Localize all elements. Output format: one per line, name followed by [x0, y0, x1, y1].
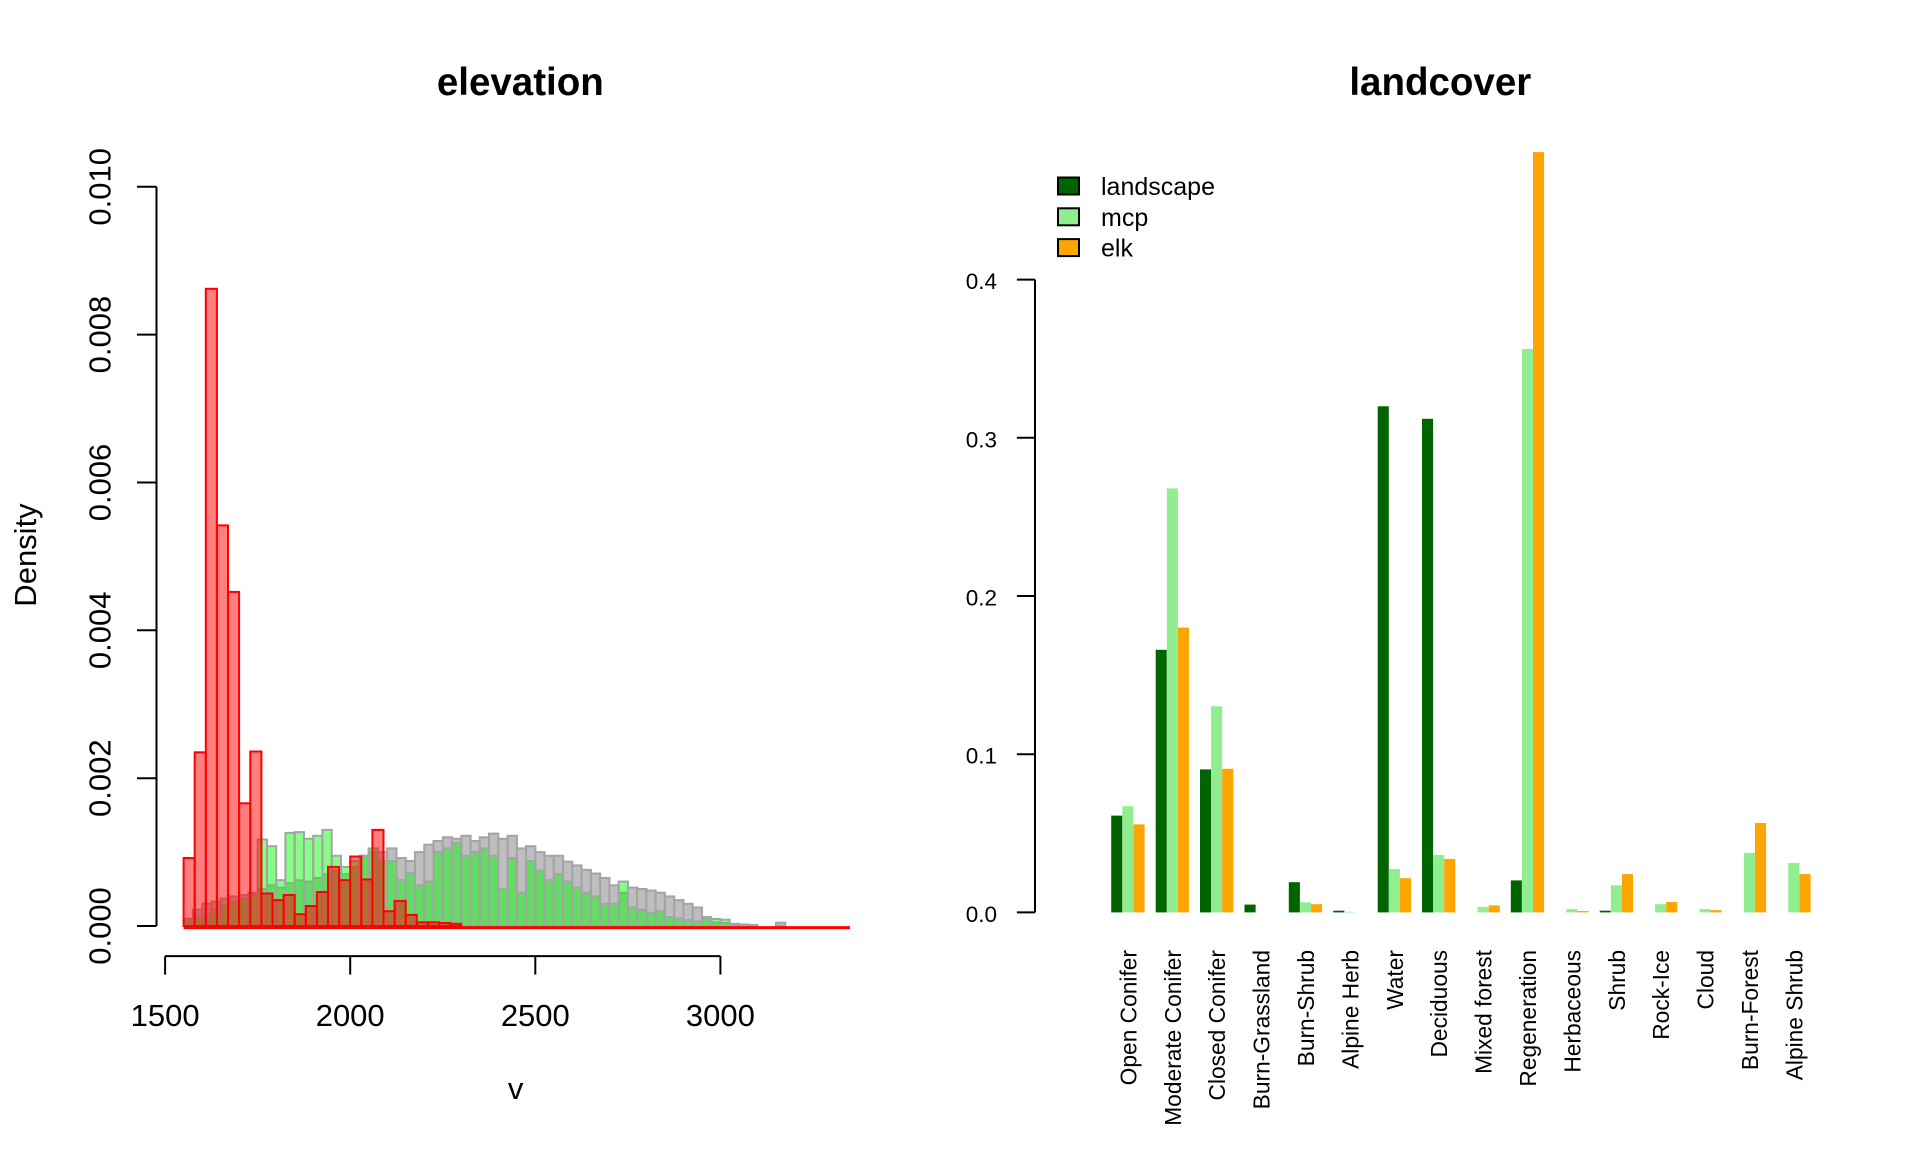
svg-text:0.006: 0.006: [83, 444, 118, 522]
svg-text:2000: 2000: [316, 998, 385, 1033]
svg-text:0.2: 0.2: [966, 586, 997, 611]
svg-text:Mixed forest: Mixed forest: [1471, 949, 1497, 1074]
svg-text:0.004: 0.004: [83, 592, 118, 670]
svg-text:0.1: 0.1: [966, 744, 997, 769]
svg-text:Burn-Shrub: Burn-Shrub: [1293, 950, 1319, 1066]
svg-text:Alpine Herb: Alpine Herb: [1337, 950, 1363, 1069]
svg-text:Cloud: Cloud: [1693, 950, 1719, 1009]
svg-text:Herbaceous: Herbaceous: [1559, 950, 1585, 1073]
svg-text:0.3: 0.3: [966, 427, 997, 452]
svg-text:v: v: [508, 1071, 524, 1106]
svg-text:3000: 3000: [686, 998, 755, 1033]
svg-text:Moderate Conifer: Moderate Conifer: [1160, 950, 1186, 1126]
svg-text:Regeneration: Regeneration: [1515, 950, 1541, 1087]
svg-text:Alpine Shrub: Alpine Shrub: [1781, 950, 1807, 1080]
svg-text:0.0: 0.0: [966, 902, 997, 927]
svg-text:0.002: 0.002: [83, 739, 118, 817]
svg-text:1500: 1500: [131, 998, 200, 1033]
svg-text:0.4: 0.4: [966, 269, 997, 294]
svg-text:elevation: elevation: [437, 61, 604, 104]
svg-text:Deciduous: Deciduous: [1426, 950, 1452, 1058]
svg-text:elk: elk: [1101, 235, 1133, 263]
svg-text:mcp: mcp: [1101, 204, 1148, 232]
svg-text:landcover: landcover: [1349, 61, 1531, 104]
svg-text:0.010: 0.010: [83, 148, 118, 226]
svg-text:Open Conifer: Open Conifer: [1115, 950, 1141, 1086]
svg-text:2500: 2500: [501, 998, 570, 1033]
svg-text:Shrub: Shrub: [1604, 950, 1630, 1011]
svg-text:Burn-Grassland: Burn-Grassland: [1249, 950, 1275, 1109]
svg-text:Density: Density: [8, 503, 43, 607]
svg-text:0.008: 0.008: [83, 296, 118, 374]
svg-text:Rock-Ice: Rock-Ice: [1648, 950, 1674, 1040]
svg-text:Closed Conifer: Closed Conifer: [1204, 950, 1230, 1101]
svg-text:Burn-Forest: Burn-Forest: [1737, 949, 1763, 1070]
svg-text:Water: Water: [1382, 950, 1408, 1010]
svg-text:landscape: landscape: [1101, 173, 1215, 201]
svg-text:0.000: 0.000: [83, 887, 118, 965]
